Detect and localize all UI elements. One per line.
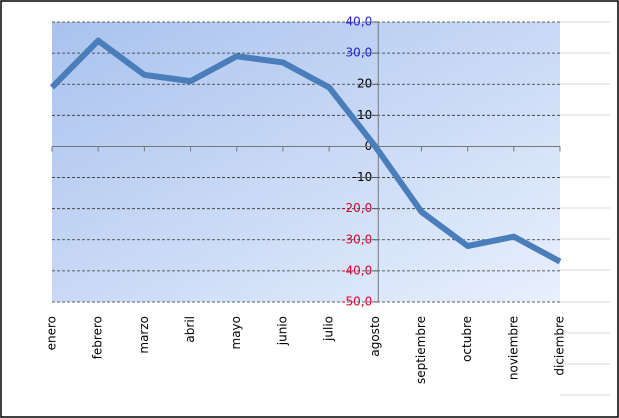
y-tick-label: 10 [357,108,372,122]
x-tick-label: diciembre [553,316,567,376]
y-tick-label: 40,0 [346,15,373,29]
series-line [49,37,562,265]
y-tick-label: 20 [357,77,372,91]
y-tick-label: -40,0 [341,263,372,277]
sheet-grid [560,21,610,396]
x-tick-label: enero [45,316,59,350]
y-tick-label: 30,0 [346,46,373,60]
x-tick-label: octubre [460,316,474,362]
y-tick-label: -10 [353,170,373,184]
y-tick-label: -30,0 [341,232,372,246]
y-tick-label: -50,0 [341,295,372,309]
x-tick-label: agosto [368,316,382,357]
x-tick-label: septiembre [414,316,428,384]
x-tick-label: junio [275,316,289,346]
x-tick-label: abril [183,316,197,343]
x-tick-label: julio [322,316,336,342]
x-tick-label: noviembre [506,316,520,380]
x-tick-label: febrero [91,316,105,359]
x-tick-label: mayo [229,316,243,350]
x-tick-label: marzo [137,316,151,354]
y-tick-label: -20,0 [341,201,372,215]
